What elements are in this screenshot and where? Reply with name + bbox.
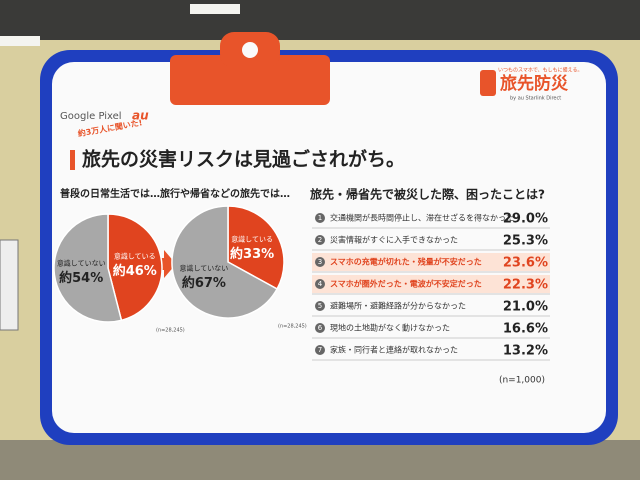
row-badge xyxy=(315,345,325,355)
pie-slice xyxy=(53,213,123,323)
arrow xyxy=(154,250,176,278)
row-num: 5 xyxy=(318,302,322,310)
poster xyxy=(52,62,606,433)
logo-name: 旅先防災 xyxy=(500,73,569,94)
row-badge xyxy=(315,257,325,267)
slice-category: 意識していない xyxy=(180,263,229,272)
row-badge xyxy=(315,301,325,311)
row-label: スマホの充電が切れた・残量が不安だった xyxy=(330,257,482,267)
title-bar xyxy=(70,150,75,170)
logo-icon xyxy=(480,70,496,96)
title: 旅先の災害リスクは見過ごされがち。 xyxy=(82,148,405,171)
row-value: 13.2% xyxy=(503,344,548,359)
row-num: 3 xyxy=(318,258,322,266)
logo-by: by au Starlink Direct xyxy=(510,96,561,102)
row-value: 23.6% xyxy=(503,256,548,271)
floor xyxy=(0,440,640,480)
row-num: 2 xyxy=(318,236,322,244)
slice-label: 約33% xyxy=(230,246,274,262)
row-label: スマホが圏外だった・電波が不安定だった xyxy=(330,279,482,289)
row-label: 避難場所・避難経路が分からなかった xyxy=(330,301,466,311)
brand: Google Pixel xyxy=(60,111,122,122)
slice-label: 約67% xyxy=(182,275,226,291)
row-label: 交通機関が長時間停止し、滞在せざるを得なかった xyxy=(330,213,514,223)
logo-tagline: いつものスマホで、もしもに備える。 xyxy=(498,67,583,74)
row-badge xyxy=(315,323,325,333)
pie-note: (n=28,245) xyxy=(156,328,185,334)
row-num: 7 xyxy=(318,346,322,354)
pie-slice xyxy=(107,213,163,322)
row-num: 1 xyxy=(318,214,322,222)
row-badge xyxy=(315,213,325,223)
slice-label: 約46% xyxy=(113,263,157,279)
survey-note: (n=1,000) xyxy=(499,376,545,386)
slice-label: 約54% xyxy=(59,270,103,286)
row-badge xyxy=(315,279,325,289)
ceiling xyxy=(0,0,640,40)
row-highlight xyxy=(312,253,550,271)
row-value: 16.6% xyxy=(503,322,548,337)
pie-title: 旅行や帰省などの旅先では… xyxy=(160,187,290,200)
clip-hole xyxy=(242,42,258,58)
pie-slice xyxy=(171,205,279,319)
row-label: 災害情報がすぐに入手できなかった xyxy=(330,235,458,245)
row-highlight xyxy=(312,275,550,293)
pie-note: (n=28,245) xyxy=(278,324,307,330)
ceiling-light xyxy=(0,36,40,46)
pie-slice xyxy=(227,205,285,290)
clip xyxy=(170,55,330,105)
sign-stand xyxy=(0,239,19,331)
pie-title: 普段の日常生活では… xyxy=(60,187,160,200)
row-value: 21.0% xyxy=(503,300,548,315)
slice-category: 意識している xyxy=(114,252,156,261)
slice-category: 意識していない xyxy=(57,258,106,267)
row-label: 家族・同行者と連絡が取れなかった xyxy=(330,345,458,355)
carrier: au xyxy=(132,109,149,123)
ceiling-light xyxy=(190,4,240,14)
row-num: 4 xyxy=(318,280,323,288)
row-label: 現地の土地勘がなく動けなかった xyxy=(330,323,450,333)
slice-category: 意識している xyxy=(231,235,273,244)
row-value: 22.3% xyxy=(503,278,548,293)
row-num: 6 xyxy=(318,324,323,332)
row-value: 25.3% xyxy=(503,234,548,249)
row-badge xyxy=(315,235,325,245)
survey-title: 旅先・帰省先で被災した際、困ったことは? xyxy=(310,187,545,202)
row-value: 29.0% xyxy=(503,212,548,227)
